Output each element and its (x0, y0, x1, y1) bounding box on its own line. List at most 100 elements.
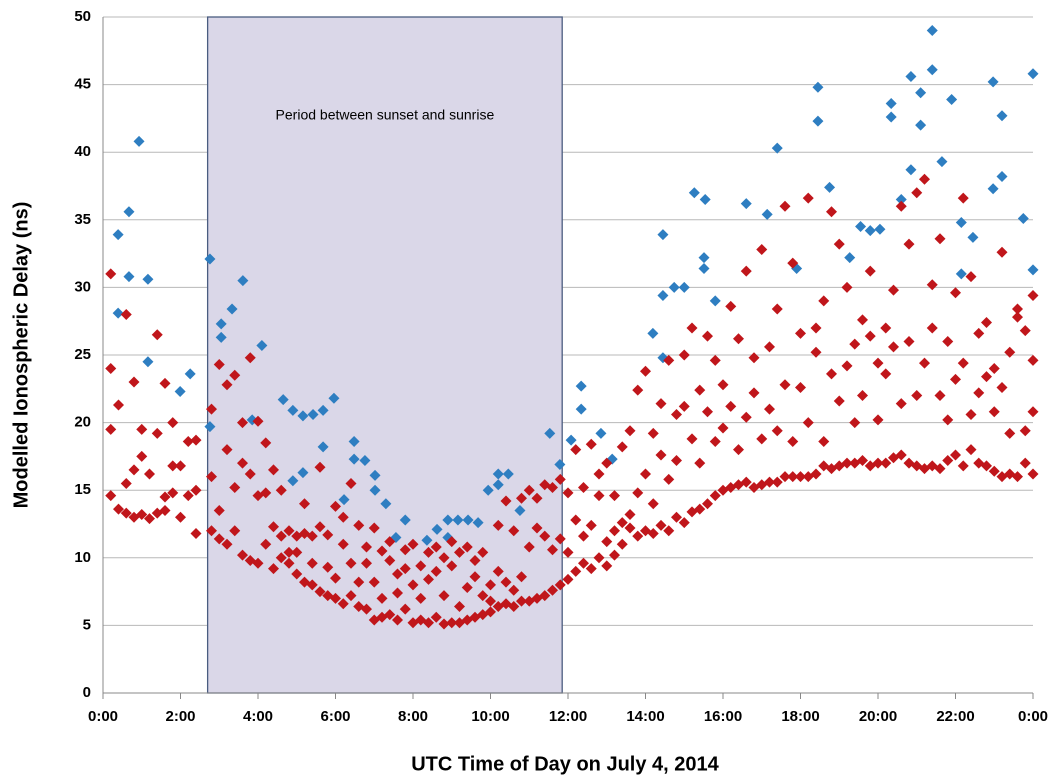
point (229, 481, 241, 493)
point (936, 156, 948, 168)
point (144, 468, 155, 480)
point (237, 275, 249, 287)
point (578, 557, 589, 569)
point (996, 381, 1008, 393)
point (299, 498, 310, 510)
point (337, 511, 349, 523)
point (624, 509, 636, 521)
point (275, 530, 287, 542)
point (430, 541, 442, 553)
point (973, 327, 985, 339)
point (810, 468, 822, 480)
point (570, 444, 582, 456)
point (678, 400, 690, 412)
point (392, 587, 403, 599)
point (1027, 406, 1039, 418)
point (1027, 68, 1039, 80)
point (452, 514, 464, 526)
x-tick-label: 22:00 (936, 708, 974, 725)
point (802, 192, 814, 204)
point (946, 93, 958, 105)
point (314, 461, 326, 473)
point (175, 460, 186, 472)
point (795, 327, 806, 339)
point (237, 549, 248, 561)
point (671, 408, 682, 420)
point (348, 453, 360, 465)
point (955, 217, 967, 229)
point (833, 395, 845, 407)
point (874, 223, 886, 235)
point (1019, 457, 1031, 469)
point (942, 335, 954, 347)
point (514, 504, 526, 516)
point (855, 221, 867, 233)
point (345, 477, 357, 489)
point (260, 487, 272, 499)
point (709, 295, 721, 307)
point (934, 463, 946, 475)
point (190, 484, 202, 496)
point (136, 423, 148, 435)
x-tick-label: 4:00 (243, 708, 273, 725)
point (926, 322, 938, 334)
point (477, 590, 489, 602)
point (981, 371, 992, 383)
point (105, 423, 117, 435)
point (895, 194, 907, 206)
point (678, 517, 690, 529)
point (500, 576, 512, 588)
point (167, 417, 179, 429)
point (368, 522, 380, 534)
point (338, 494, 350, 506)
point (415, 592, 427, 604)
point (950, 287, 961, 299)
point (1004, 427, 1016, 439)
point (256, 340, 268, 352)
point (996, 246, 1008, 258)
point (616, 441, 628, 453)
point (857, 314, 868, 326)
point (306, 530, 318, 542)
point (369, 484, 381, 496)
point (1012, 303, 1023, 315)
point (787, 471, 799, 483)
point (399, 563, 411, 575)
point (283, 557, 295, 569)
point (508, 525, 520, 537)
point (237, 417, 248, 429)
point (182, 436, 194, 448)
point (438, 618, 450, 630)
point (593, 468, 605, 480)
point (764, 403, 775, 415)
point (632, 530, 644, 542)
point (624, 425, 636, 437)
point (849, 338, 861, 350)
point (725, 300, 737, 312)
point (609, 490, 620, 502)
y-axis-title: Modelled Ionospheric Delay (ns) (10, 202, 32, 509)
point (297, 410, 309, 422)
point (523, 541, 535, 553)
point (469, 555, 481, 567)
point (492, 519, 504, 531)
point (601, 536, 613, 548)
point (1012, 471, 1023, 483)
point (446, 536, 458, 548)
point (740, 265, 752, 277)
point (668, 281, 680, 293)
point (996, 110, 1008, 122)
point (1012, 311, 1023, 323)
point (595, 427, 607, 439)
point (190, 434, 202, 446)
point (221, 444, 233, 456)
point (430, 611, 442, 623)
point (407, 579, 419, 591)
point (112, 307, 124, 319)
point (174, 386, 186, 398)
point (454, 546, 465, 558)
point (438, 590, 450, 602)
point (624, 522, 636, 534)
point (159, 491, 171, 503)
point (221, 379, 233, 391)
